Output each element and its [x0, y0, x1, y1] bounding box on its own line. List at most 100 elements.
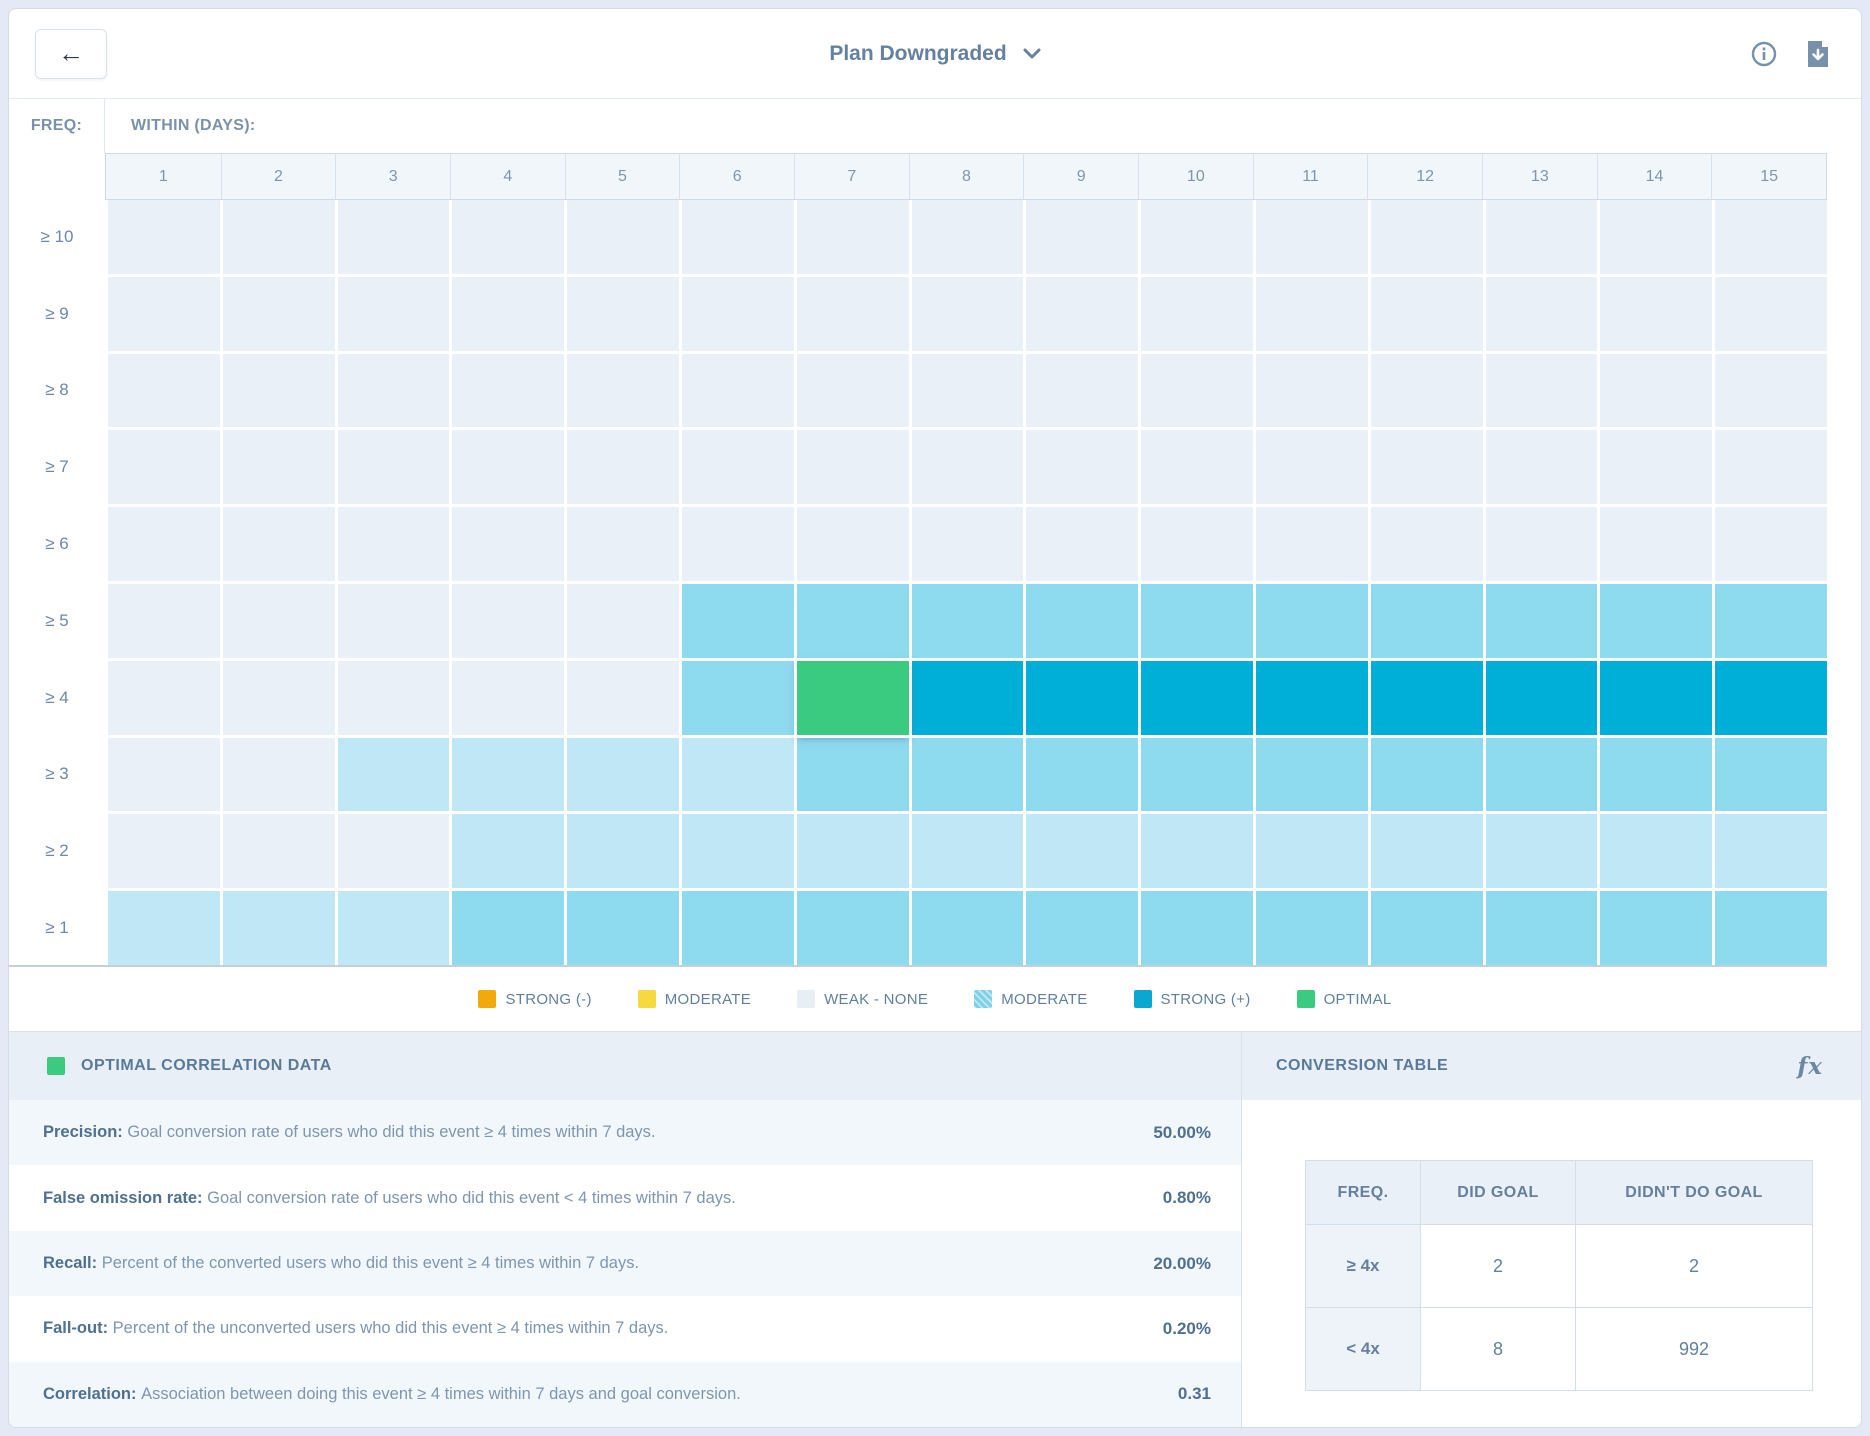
heatmap-cell[interactable] — [222, 507, 335, 581]
heatmap-cell[interactable] — [796, 814, 909, 889]
heatmap-cell[interactable] — [452, 891, 565, 965]
heatmap-cell[interactable] — [1370, 353, 1483, 428]
heatmap-cell[interactable] — [337, 276, 450, 351]
heatmap-cell[interactable] — [567, 584, 679, 658]
heatmap-cell[interactable] — [108, 737, 220, 812]
heatmap-cell[interactable] — [108, 584, 220, 658]
heatmap-cell[interactable] — [567, 200, 679, 274]
heatmap-cell[interactable] — [1600, 891, 1713, 965]
heatmap-cell[interactable] — [1026, 814, 1139, 889]
heatmap-cell[interactable] — [222, 353, 335, 428]
heatmap-cell[interactable] — [567, 430, 679, 505]
heatmap-cell[interactable] — [1026, 507, 1139, 581]
heatmap-cell[interactable] — [796, 891, 909, 965]
heatmap-cell[interactable] — [567, 353, 679, 428]
heatmap-cell[interactable] — [1485, 353, 1598, 428]
heatmap-cell[interactable] — [796, 737, 909, 812]
heatmap-cell[interactable] — [222, 660, 335, 735]
heatmap-cell[interactable] — [796, 584, 909, 658]
heatmap-cell[interactable] — [682, 430, 794, 505]
heatmap-cell[interactable] — [1370, 737, 1483, 812]
heatmap-cell[interactable] — [682, 814, 794, 889]
heatmap-cell[interactable] — [108, 814, 220, 889]
heatmap-cell[interactable] — [911, 353, 1024, 428]
info-icon[interactable] — [1751, 41, 1777, 67]
back-button[interactable]: ← — [35, 28, 107, 79]
heatmap-cell[interactable] — [796, 353, 909, 428]
heatmap-cell[interactable] — [1141, 737, 1253, 812]
heatmap-cell[interactable] — [1370, 584, 1483, 658]
heatmap-cell[interactable] — [222, 814, 335, 889]
heatmap-cell[interactable] — [1026, 430, 1139, 505]
heatmap-cell[interactable] — [1141, 430, 1253, 505]
heatmap-cell[interactable] — [1026, 353, 1139, 428]
heatmap-cell[interactable] — [1600, 584, 1713, 658]
heatmap-cell[interactable] — [1026, 276, 1139, 351]
heatmap-cell[interactable] — [1600, 276, 1713, 351]
heatmap-cell[interactable] — [567, 507, 679, 581]
heatmap-cell[interactable] — [1256, 660, 1368, 735]
heatmap-cell[interactable] — [911, 660, 1024, 735]
heatmap-cell[interactable] — [682, 891, 794, 965]
heatmap-cell[interactable] — [911, 891, 1024, 965]
heatmap-cell[interactable] — [222, 276, 335, 351]
heatmap-cell[interactable] — [337, 814, 450, 889]
heatmap-cell[interactable] — [1600, 430, 1713, 505]
heatmap-cell[interactable] — [911, 737, 1024, 812]
heatmap-cell[interactable] — [1485, 737, 1598, 812]
heatmap-cell[interactable] — [1715, 584, 1827, 658]
heatmap-cell[interactable] — [911, 507, 1024, 581]
heatmap-cell[interactable] — [1485, 200, 1598, 274]
heatmap-cell[interactable] — [1141, 814, 1253, 889]
heatmap-cell[interactable] — [452, 276, 565, 351]
heatmap-cell[interactable] — [796, 276, 909, 351]
heatmap-cell[interactable] — [222, 584, 335, 658]
heatmap-cell[interactable] — [1026, 660, 1139, 735]
heatmap-cell[interactable] — [911, 584, 1024, 658]
heatmap-cell[interactable] — [1256, 737, 1368, 812]
heatmap-cell[interactable] — [1715, 891, 1827, 965]
heatmap-cell[interactable] — [1485, 507, 1598, 581]
heatmap-cell[interactable] — [1485, 276, 1598, 351]
heatmap-cell[interactable] — [337, 507, 450, 581]
heatmap-cell[interactable] — [1600, 814, 1713, 889]
heatmap-cell[interactable] — [911, 200, 1024, 274]
heatmap-cell[interactable] — [452, 200, 565, 274]
heatmap-cell[interactable] — [682, 660, 794, 735]
heatmap-cell[interactable] — [1026, 737, 1139, 812]
heatmap-cell[interactable] — [1715, 814, 1827, 889]
download-icon[interactable] — [1805, 40, 1831, 67]
heatmap-cell[interactable] — [222, 737, 335, 812]
heatmap-cell[interactable] — [452, 737, 565, 812]
heatmap-cell[interactable] — [337, 353, 450, 428]
heatmap-cell[interactable] — [1485, 891, 1598, 965]
heatmap-cell[interactable] — [337, 430, 450, 505]
heatmap-cell[interactable] — [1141, 276, 1253, 351]
heatmap-cell[interactable] — [682, 507, 794, 581]
heatmap-cell[interactable] — [1370, 507, 1483, 581]
heatmap-cell[interactable] — [337, 200, 450, 274]
heatmap-cell[interactable] — [222, 891, 335, 965]
heatmap-cell[interactable] — [452, 660, 565, 735]
heatmap-cell[interactable] — [1256, 891, 1368, 965]
heatmap-cell[interactable] — [567, 814, 679, 889]
heatmap-cell[interactable] — [1256, 584, 1368, 658]
heatmap-cell[interactable] — [108, 891, 220, 965]
heatmap-cell[interactable] — [1256, 430, 1368, 505]
heatmap-cell[interactable] — [108, 200, 220, 274]
heatmap-cell[interactable] — [1141, 891, 1253, 965]
heatmap-cell[interactable] — [452, 507, 565, 581]
heatmap-cell[interactable] — [337, 891, 450, 965]
heatmap-cell[interactable] — [567, 276, 679, 351]
event-selector-dropdown[interactable]: Plan Downgraded — [829, 42, 1041, 66]
heatmap-cell[interactable] — [108, 353, 220, 428]
heatmap-cell[interactable] — [108, 430, 220, 505]
heatmap-cell[interactable] — [911, 814, 1024, 889]
heatmap-cell[interactable] — [1141, 200, 1253, 274]
heatmap-cell[interactable] — [1485, 814, 1598, 889]
heatmap-cell[interactable] — [1256, 353, 1368, 428]
heatmap-cell[interactable] — [1141, 660, 1253, 735]
heatmap-cell[interactable] — [222, 430, 335, 505]
heatmap-cell[interactable] — [1600, 353, 1713, 428]
heatmap-cell[interactable] — [452, 584, 565, 658]
